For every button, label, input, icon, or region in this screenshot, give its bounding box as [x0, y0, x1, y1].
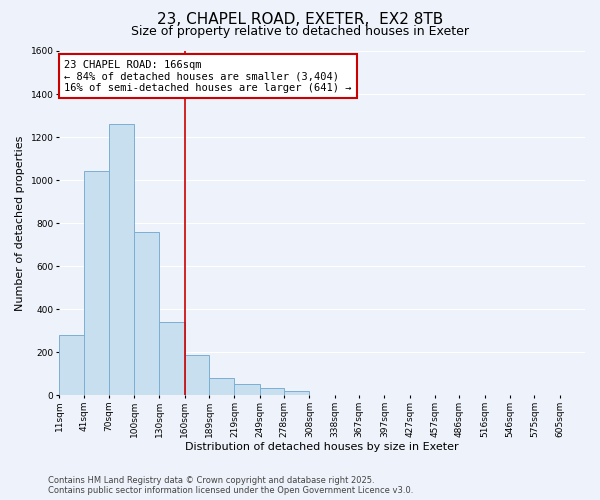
Text: Contains HM Land Registry data © Crown copyright and database right 2025.
Contai: Contains HM Land Registry data © Crown c…	[48, 476, 413, 495]
Bar	[85, 172, 109, 395]
Y-axis label: Number of detached properties: Number of detached properties	[15, 136, 25, 310]
Bar	[134, 232, 160, 395]
Bar	[260, 388, 284, 395]
Bar	[109, 124, 134, 395]
Bar	[284, 391, 310, 395]
Text: 23, CHAPEL ROAD, EXETER,  EX2 8TB: 23, CHAPEL ROAD, EXETER, EX2 8TB	[157, 12, 443, 28]
Bar	[59, 335, 85, 395]
Bar	[160, 322, 185, 395]
Bar	[235, 384, 260, 395]
Text: 23 CHAPEL ROAD: 166sqm
← 84% of detached houses are smaller (3,404)
16% of semi-: 23 CHAPEL ROAD: 166sqm ← 84% of detached…	[64, 60, 352, 93]
X-axis label: Distribution of detached houses by size in Exeter: Distribution of detached houses by size …	[185, 442, 459, 452]
Bar	[185, 355, 209, 395]
Text: Size of property relative to detached houses in Exeter: Size of property relative to detached ho…	[131, 25, 469, 38]
Bar	[209, 378, 235, 395]
